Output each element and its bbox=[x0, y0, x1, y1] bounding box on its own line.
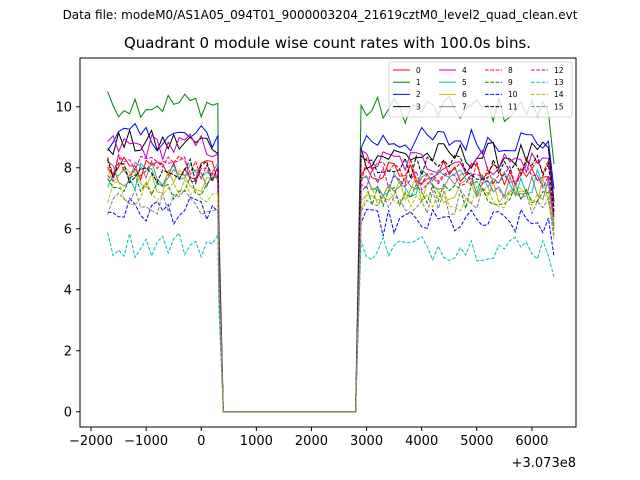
chart-title: Quadrant 0 module wise count rates with … bbox=[123, 34, 532, 52]
y-tick-label: 10 bbox=[55, 100, 72, 115]
series-line-5 bbox=[107, 162, 555, 413]
legend-box bbox=[388, 61, 573, 118]
x-offset-label: +3.073e8 bbox=[512, 456, 576, 471]
x-tick-label: −2000 bbox=[69, 434, 113, 449]
y-tick-label: 2 bbox=[64, 344, 72, 359]
series-line-3 bbox=[107, 128, 555, 413]
legend-label-7: 7 bbox=[462, 102, 467, 111]
legend-label-9: 9 bbox=[508, 78, 513, 87]
x-tick-label: 6000 bbox=[515, 434, 548, 449]
series-line-6 bbox=[107, 165, 555, 413]
x-tick-label: 2000 bbox=[295, 434, 328, 449]
series-line-9 bbox=[107, 174, 555, 413]
figure-suptitle: Data file: modeM0/AS1A05_094T01_90000032… bbox=[62, 8, 578, 22]
legend-label-2: 2 bbox=[416, 90, 421, 99]
legend-label-10: 10 bbox=[508, 90, 518, 99]
x-tick-label: −1000 bbox=[124, 434, 168, 449]
series-line-12 bbox=[107, 153, 555, 413]
y-tick-label: 8 bbox=[64, 161, 72, 176]
x-tick-label: 0 bbox=[197, 434, 205, 449]
series-line-11 bbox=[107, 154, 555, 413]
series-line-8 bbox=[107, 153, 555, 413]
series-line-2 bbox=[107, 122, 555, 413]
series-line-4 bbox=[107, 133, 555, 413]
legend-label-6: 6 bbox=[462, 90, 467, 99]
x-axis: −2000 −1000 0 1000 2000 3000 4000 5000 6000 bbox=[69, 427, 548, 449]
legend-label-3: 3 bbox=[416, 102, 421, 111]
legend-label-5: 5 bbox=[462, 78, 467, 87]
legend-label-14: 14 bbox=[554, 90, 564, 99]
legend-label-8: 8 bbox=[508, 66, 513, 75]
legend-label-4: 4 bbox=[462, 66, 467, 75]
legend-label-0: 0 bbox=[416, 66, 421, 75]
y-tick-label: 0 bbox=[64, 405, 72, 420]
x-tick-label: 3000 bbox=[350, 434, 383, 449]
legend-label-13: 13 bbox=[554, 78, 564, 87]
series-line-13 bbox=[107, 232, 555, 413]
x-tick-label: 1000 bbox=[240, 434, 273, 449]
legend-label-15: 15 bbox=[554, 102, 564, 111]
series-line-14 bbox=[107, 178, 555, 413]
legend-label-12: 12 bbox=[554, 66, 564, 75]
x-tick-label: 5000 bbox=[460, 434, 493, 449]
series-lines bbox=[107, 91, 555, 413]
y-axis: 0 2 4 6 8 10 bbox=[55, 100, 80, 420]
legend-label-1: 1 bbox=[416, 78, 421, 87]
series-line-7 bbox=[107, 159, 555, 413]
x-tick-label: 4000 bbox=[405, 434, 438, 449]
series-line-15 bbox=[107, 186, 555, 413]
y-tick-label: 4 bbox=[64, 283, 72, 298]
y-tick-label: 6 bbox=[64, 222, 72, 237]
series-line-10 bbox=[107, 196, 555, 413]
plot-frame bbox=[79, 57, 577, 428]
legend-label-11: 11 bbox=[508, 102, 518, 111]
